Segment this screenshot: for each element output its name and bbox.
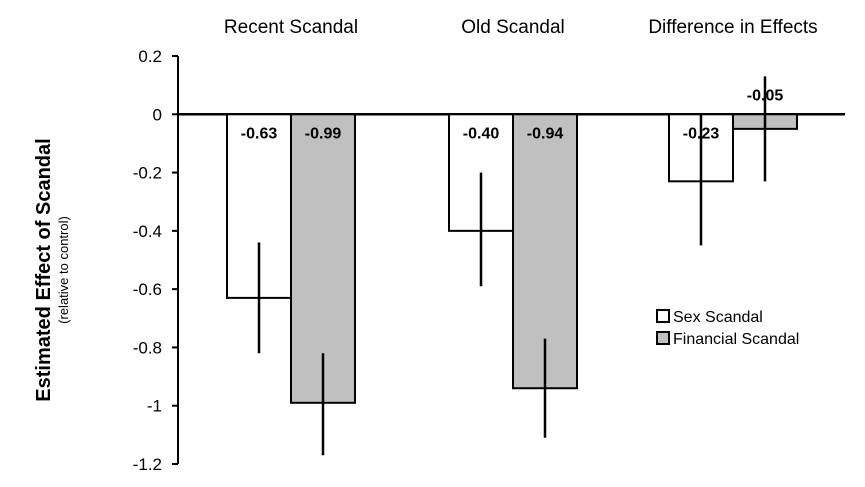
legend-label: Sex Scandal	[673, 309, 763, 326]
y-tick-label: -0.4	[133, 222, 162, 241]
data-label: -0.40	[463, 125, 500, 142]
y-tick-label: -0.6	[133, 280, 162, 299]
data-label: -0.63	[241, 125, 278, 142]
y-tick-label: -0.2	[133, 164, 162, 183]
data-label: -0.99	[305, 125, 342, 142]
category-labels: Recent Scandal Old Scandal Difference in E…	[224, 17, 818, 38]
data-label: -0.94	[527, 125, 564, 142]
data-label: -0.05	[747, 87, 784, 104]
y-axis-sublabel: (relative to control)	[56, 216, 71, 324]
bars	[226, 113, 798, 404]
y-tick-label: -1.2	[133, 455, 162, 474]
category-label: Old Scandal	[461, 17, 565, 38]
data-labels: -0.63 -0.40 -0.23 -0.99 -0.94 -0.05	[241, 87, 784, 142]
y-axis-label: Estimated Effect of Scandal	[33, 138, 55, 401]
y-tick-label: 0	[153, 105, 162, 124]
category-label: Recent Scandal	[224, 17, 358, 38]
data-label: -0.23	[683, 125, 720, 142]
legend-swatch	[656, 331, 670, 345]
y-tick-label: 0.2	[138, 47, 162, 66]
legend-label: Financial Scandal	[673, 331, 799, 348]
legend-swatch	[656, 309, 670, 323]
legend: Sex Scandal Financial Scandal	[656, 309, 799, 348]
y-tick-label: -1	[147, 397, 162, 416]
y-axis-title: Estimated Effect of Scandal (relative to…	[33, 138, 71, 401]
category-label: Difference in Effects	[648, 17, 817, 38]
y-tick-label: -0.8	[133, 338, 162, 357]
error-bars	[257, 76, 767, 456]
